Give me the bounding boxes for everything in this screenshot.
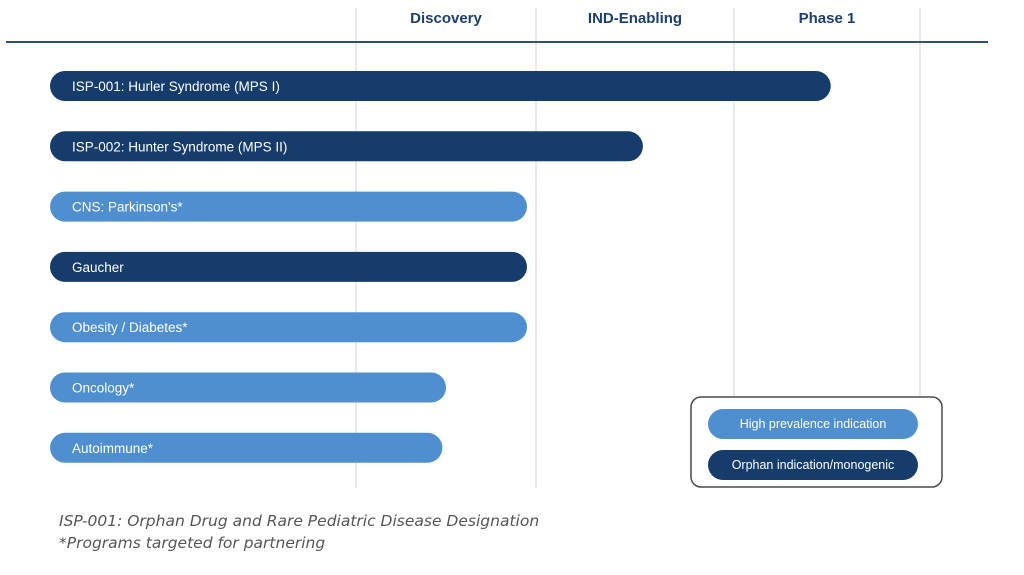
program-bar-label: Obesity / Diabetes* bbox=[72, 320, 188, 335]
footnote-partnering: *Programs targeted for partnering bbox=[59, 534, 326, 552]
program-bar-group: Autoimmune* bbox=[50, 432, 443, 463]
stage-label-phase-1: Phase 1 bbox=[799, 10, 856, 27]
stage-label-discovery: Discovery bbox=[410, 10, 482, 27]
program-bar-label: Autoimmune* bbox=[72, 441, 154, 456]
program-bar-label: ISP-002: Hunter Syndrome (MPS II) bbox=[72, 139, 287, 154]
program-bar-group: Gaucher bbox=[50, 251, 527, 282]
program-bar bbox=[50, 432, 443, 463]
legend-swatch-orphan bbox=[708, 450, 918, 480]
program-bar-label: ISP-001: Hurler Syndrome (MPS I) bbox=[72, 79, 280, 94]
program-bar bbox=[50, 372, 446, 403]
program-bar-group: Oncology* bbox=[50, 372, 446, 403]
pipeline-chart: Discovery IND-Enabling Phase 1 ISP-001: Hur… bbox=[6, 8, 988, 488]
program-bar-group: Obesity / Diabetes* bbox=[50, 312, 527, 343]
legend-label-orphan: Orphan indication/monogenic bbox=[732, 458, 895, 472]
program-bar-label: Gaucher bbox=[72, 260, 124, 275]
program-bar-group: ISP-002: Hunter Syndrome (MPS II) bbox=[50, 131, 643, 162]
stage-label-ind-enabling: IND-Enabling bbox=[588, 10, 682, 27]
program-bar-group: CNS: Parkinson's* bbox=[50, 191, 527, 222]
program-bar-group: ISP-001: Hurler Syndrome (MPS I) bbox=[50, 71, 831, 101]
footnote-designation: ISP-001: Orphan Drug and Rare Pediatric … bbox=[59, 512, 540, 530]
program-bar-label: Oncology* bbox=[72, 381, 135, 396]
legend-swatch-high bbox=[708, 409, 918, 439]
program-bar bbox=[50, 71, 831, 101]
program-bar-label: CNS: Parkinson's* bbox=[72, 200, 183, 215]
legend: High prevalence indication Orphan indicat… bbox=[690, 396, 943, 488]
program-bar bbox=[50, 312, 527, 343]
program-bar bbox=[50, 191, 527, 222]
program-bar bbox=[50, 251, 527, 282]
footnotes: ISP-001: Orphan Drug and Rare Pediatric … bbox=[59, 510, 539, 554]
legend-label-high: High prevalence indication bbox=[740, 417, 887, 431]
program-bar bbox=[50, 131, 643, 162]
